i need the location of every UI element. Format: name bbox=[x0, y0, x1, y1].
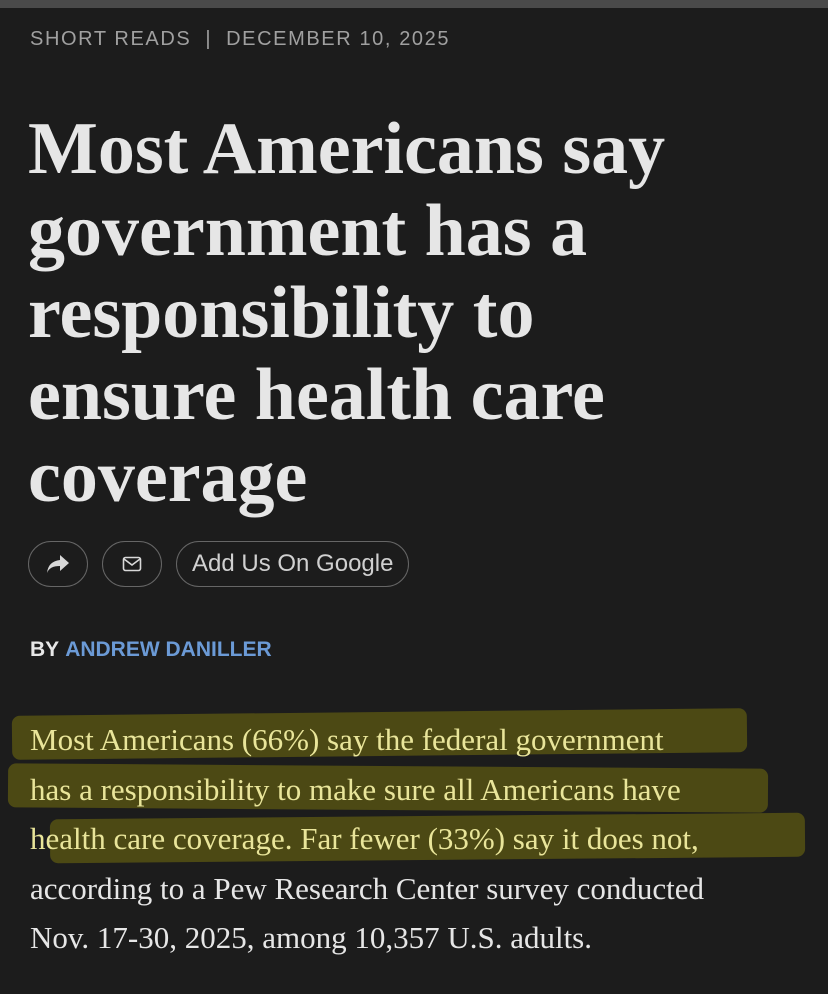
separator: | bbox=[205, 28, 213, 50]
email-icon bbox=[122, 556, 142, 572]
kicker: SHORT READS | DECEMBER 10, 2025 bbox=[30, 28, 464, 51]
section[interactable]: SHORT READS bbox=[30, 28, 192, 50]
article-title: Most Americans say government has a resp… bbox=[28, 108, 666, 518]
action-buttons: Add Us On Google bbox=[28, 541, 410, 587]
byline: BY ANDREW DANILLER bbox=[30, 638, 272, 662]
date: DECEMBER 10, 2025 bbox=[226, 28, 451, 50]
share-icon bbox=[47, 555, 69, 573]
paragraph-line: according to a Pew Research Center surve… bbox=[30, 870, 704, 906]
paragraph-line: has a responsibility to make sure all Am… bbox=[30, 771, 681, 807]
article-paragraph: Most Americans (66%) say the federal gov… bbox=[30, 715, 704, 963]
author-link[interactable]: ANDREW DANILLER bbox=[65, 638, 272, 661]
top-bar bbox=[0, 0, 828, 8]
paragraph-line: Most Americans (66%) say the federal gov… bbox=[30, 722, 664, 757]
byline-prefix: BY bbox=[30, 638, 60, 661]
share-button[interactable] bbox=[28, 541, 88, 587]
email-button[interactable] bbox=[102, 541, 162, 587]
paragraph-line: health care coverage. Far fewer (33%) sa… bbox=[30, 821, 699, 856]
google-button[interactable]: Add Us On Google bbox=[176, 541, 410, 587]
paragraph-line: Nov. 17-30, 2025, among 10,357 U.S. adul… bbox=[30, 920, 592, 955]
